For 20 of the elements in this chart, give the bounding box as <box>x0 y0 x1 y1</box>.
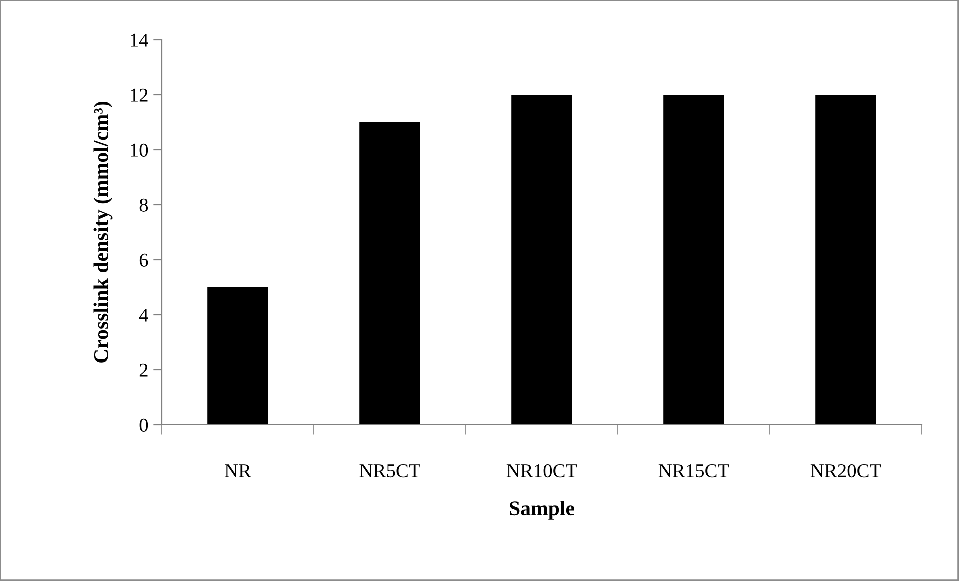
y-tick-label: 2 <box>140 364 148 377</box>
x-axis-title: Sample <box>510 500 574 520</box>
y-tick-label: 0 <box>140 418 148 432</box>
bar <box>664 95 724 425</box>
x-tick-label: NR20CT <box>810 464 882 478</box>
y-tick-label: 12 <box>131 88 148 102</box>
bar <box>360 122 420 425</box>
x-tick-label: NR5CT <box>360 464 420 478</box>
y-tick-label: 6 <box>140 254 148 267</box>
bar <box>512 95 572 425</box>
y-tick-label: 10 <box>131 144 148 157</box>
y-tick-label: 14 <box>131 34 148 47</box>
bar <box>816 95 876 425</box>
x-tick-label: NR10CT <box>506 464 578 478</box>
x-tick-label: NR <box>225 464 252 478</box>
x-tick-label: NR15CT <box>658 464 730 478</box>
y-tick-label: 8 <box>140 198 148 212</box>
y-tick-label: 4 <box>139 308 148 322</box>
bar <box>208 288 268 425</box>
y-axis-title: Crosslink density (mmol/cm³) <box>94 102 113 363</box>
